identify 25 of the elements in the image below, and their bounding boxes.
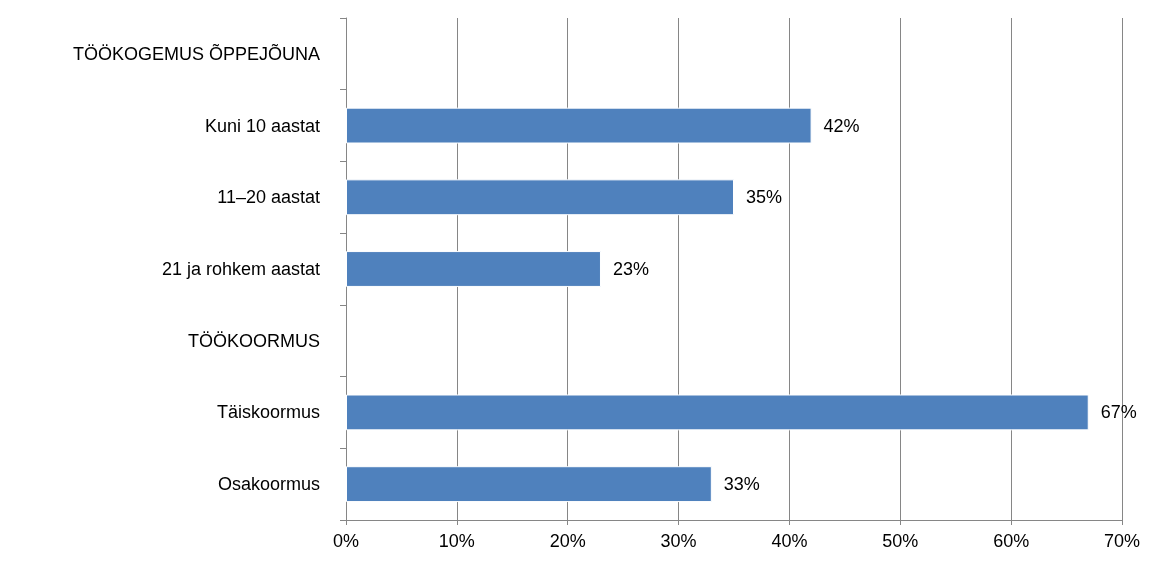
x-tick-label: 10% [438,531,475,551]
y-tick-label: Kuni 10 aastat [204,115,320,136]
x-tick-label: 20% [549,531,586,551]
bar [346,251,601,287]
bar [346,179,734,216]
x-tick-label: 0% [332,531,360,551]
y-tick-label: TÖÖKOGEMUS ÕPPEJÕUNA [72,42,320,64]
x-tick-label: 60% [993,531,1030,551]
x-tick-label: 30% [660,531,697,551]
data-label: 35% [746,187,783,208]
data-label: 67% [1100,402,1137,423]
y-tick-label: 11–20 aastat [217,187,320,208]
y-tick-label: TÖÖKOORMUS [187,330,320,351]
data-label: 23% [612,259,649,279]
y-tick-label: Osakoormus [217,474,320,495]
data-label: 42% [823,115,860,136]
bar [346,107,812,144]
bar [346,466,712,503]
x-tick-label: 50% [882,531,919,551]
y-tick-label: Täiskoormus [216,402,320,423]
bar [346,394,1089,431]
data-label: 33% [723,474,760,495]
y-tick-label: 21 ja rohkem aastat [161,259,320,279]
x-tick-label: 70% [1103,531,1141,551]
x-tick-label: 40% [771,531,808,551]
